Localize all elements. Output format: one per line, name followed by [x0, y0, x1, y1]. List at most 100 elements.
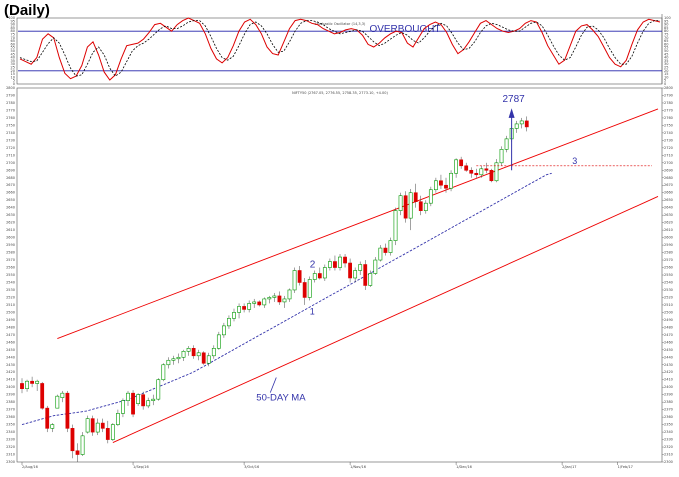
- candle-body: [126, 392, 130, 401]
- price-y-tick-label-right: 2580: [664, 251, 673, 255]
- candle-body: [55, 395, 60, 409]
- price-y-tick-label: 2570: [6, 258, 15, 262]
- stochastic-y-tick-label: 25: [11, 66, 15, 70]
- price-y-tick-label-right: 2500: [664, 310, 673, 314]
- price-y-tick-label-right: 2510: [664, 303, 673, 307]
- price-y-tick-label-right: 2430: [664, 363, 673, 367]
- price-y-tick-label-right: 2770: [664, 108, 673, 112]
- chart-annotations: 2787 2 1 3 50-DAY MA: [256, 94, 652, 404]
- stochastic-y-tick-label-right: 45: [664, 52, 668, 56]
- candle-body: [211, 348, 216, 357]
- stochastic-y-tick-label: 50: [11, 49, 15, 53]
- candle-body: [20, 383, 24, 389]
- price-y-tick-label-right: 2490: [664, 318, 673, 322]
- stochastic-y-tick-label: 70: [11, 36, 15, 40]
- stochastic-y-tick-label: 80: [11, 29, 15, 33]
- price-y-tick-label: 2360: [6, 415, 15, 419]
- candle-body: [494, 162, 499, 182]
- stochastic-panel-title: Stochastic Oscillator (14,3,3): [315, 22, 366, 26]
- price-y-tick-label-right: 2620: [664, 221, 673, 225]
- stochastic-y-tick-label-right: 25: [664, 66, 668, 70]
- candle-body: [45, 407, 50, 429]
- price-y-tick-label-right: 2350: [664, 423, 673, 427]
- candle-body: [257, 301, 262, 306]
- candle-body: [338, 256, 342, 268]
- ma-50-line: [21, 172, 552, 426]
- candle-body: [408, 192, 413, 219]
- stochastic-y-tick-label-right: 75: [664, 33, 668, 37]
- price-y-tick-label-right: 2400: [664, 385, 673, 389]
- candle-body: [35, 380, 40, 384]
- price-y-tick-label: 2520: [6, 295, 15, 299]
- price-panel-frame: [16, 87, 663, 463]
- price-y-tick-label-right: 2360: [664, 415, 673, 419]
- price-y-tick-label: 2500: [6, 310, 15, 314]
- candle-body: [282, 298, 287, 303]
- price-y-tick-label-right: 2560: [664, 266, 673, 270]
- price-y-tick-label: 2450: [6, 348, 15, 352]
- price-y-tick-label-right: 2390: [664, 393, 673, 397]
- price-y-tick-label: 2340: [6, 430, 15, 434]
- price-y-tick-label-right: 2320: [664, 445, 673, 449]
- price-y-tick-label-right: 2740: [664, 131, 673, 135]
- stochastic-y-tick-label: 40: [11, 56, 15, 60]
- stochastic-y-tick-label-right: 95: [664, 19, 668, 23]
- stochastic-y-tick-label-right: 0: [664, 82, 666, 86]
- stochastic-y-tick-label: 15: [11, 72, 15, 76]
- candle-body: [454, 159, 458, 174]
- candle-body: [413, 192, 418, 202]
- target-label: 2787: [502, 94, 525, 105]
- channel-lower-label: 1: [310, 307, 315, 317]
- price-y-tick-label-right: 2440: [664, 355, 673, 359]
- price-y-tick-label-right: 2370: [664, 408, 673, 412]
- price-y-tick-label-right: 2640: [664, 206, 673, 210]
- candle-body: [156, 379, 161, 400]
- candle-body: [328, 261, 332, 268]
- target-arrowhead: [508, 108, 515, 118]
- price-y-tick-label-right: 2630: [664, 213, 673, 217]
- stochastic-signal-line: [19, 20, 660, 77]
- candle-body: [116, 413, 120, 425]
- price-y-tick-label: 2700: [6, 161, 15, 165]
- candle-body: [287, 289, 292, 300]
- candle-body: [469, 169, 474, 174]
- stochastic-y-tick-label-right: 85: [664, 26, 668, 30]
- price-y-tick-label: 2750: [6, 123, 15, 127]
- stochastic-y-tick-label-right: 80: [664, 29, 668, 33]
- stochastic-y-tick-label-right: 65: [664, 39, 668, 43]
- x-tick-label: 2/Jan/17: [562, 465, 576, 469]
- candle-body: [267, 297, 272, 300]
- price-y-tick-label: 2650: [6, 198, 15, 202]
- stochastic-y-tick-label-right: 10: [664, 75, 668, 79]
- candle-body: [297, 270, 302, 283]
- price-y-tick-label: 2560: [6, 266, 15, 270]
- candle-body: [105, 428, 110, 440]
- price-y-tick-label-right: 2760: [664, 116, 673, 120]
- stochastic-y-tick-label: 90: [11, 23, 15, 27]
- price-y-tick-label-right: 2310: [664, 453, 673, 457]
- price-y-tick-label: 2790: [6, 93, 15, 97]
- stochastic-y-tick-label-right: 60: [664, 42, 668, 46]
- candle-body: [196, 352, 201, 357]
- candle-body: [464, 165, 469, 171]
- price-y-tick-label-right: 2550: [664, 273, 673, 277]
- price-y-tick-label: 2370: [6, 408, 15, 412]
- price-channel: [57, 108, 659, 443]
- x-tick-label: 1/Sep/16: [133, 465, 149, 469]
- candle-body: [459, 159, 464, 167]
- price-y-tick-label: 2710: [6, 153, 15, 157]
- price-y-tick-label: 2550: [6, 273, 15, 277]
- price-y-tick-label: 2670: [6, 183, 15, 187]
- price-y-tick-label-right: 2650: [664, 198, 673, 202]
- candle-body: [322, 267, 327, 279]
- candle-body: [146, 400, 151, 407]
- candle-body: [70, 428, 75, 452]
- price-y-tick-label: 2530: [6, 288, 15, 292]
- stochastic-series: [19, 17, 661, 81]
- stochastic-y-tick-label: 100: [8, 16, 15, 20]
- price-y-tick-label: 2430: [6, 363, 15, 367]
- candle-body: [222, 325, 226, 336]
- candle-body: [479, 168, 484, 176]
- price-y-tick-label: 2800: [6, 86, 15, 90]
- candle-body: [302, 282, 307, 298]
